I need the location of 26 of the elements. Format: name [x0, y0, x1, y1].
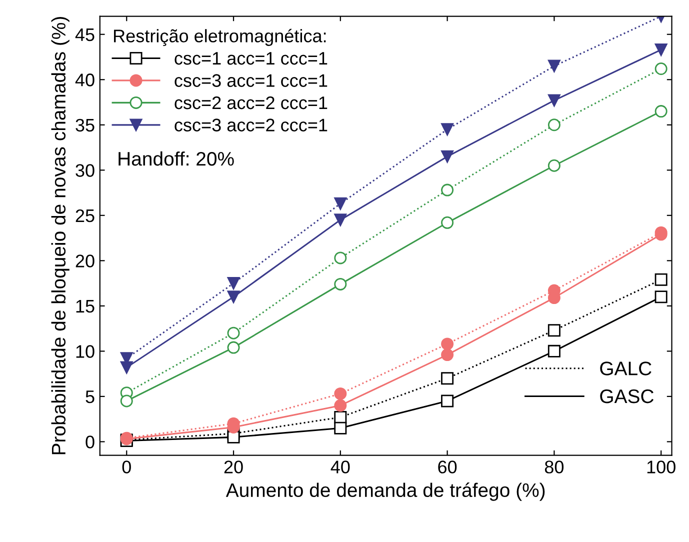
legend-label: csc=2 acc=2 ccc=1 [174, 96, 328, 110]
y-tick-label: 15 [76, 300, 94, 313]
annotation: GALC [600, 362, 652, 376]
y-tick-label: 45 [75, 28, 94, 42]
legend-label: csc=1 acc=1 ccc=1 [174, 52, 328, 65]
y-axis-title: Probabilidade de bloqueio de novas chamadas (%) [51, 16, 70, 454]
y-tick-label: 20 [76, 254, 94, 268]
y-tick-label: 0 [86, 436, 94, 448]
y-tick-label: 5 [86, 390, 94, 404]
x-tick-label: 0 [122, 460, 131, 474]
x-axis-title: Aumento de demanda de tráfego (%) [226, 482, 545, 501]
legend-label: csc=3 acc=2 ccc=1 [174, 118, 328, 132]
x-tick-label: 80 [544, 460, 564, 474]
y-tick-label: 35 [76, 118, 94, 132]
y-tick-label: 30 [76, 164, 94, 177]
annotation: GASC [600, 389, 654, 404]
legend-title: Restrição eletromagnética: [114, 28, 326, 46]
y-tick-label: 40 [75, 74, 94, 86]
y-tick-label: 10 [76, 345, 94, 358]
x-tick-label: 20 [224, 460, 243, 474]
y-tick-label: 25 [76, 209, 94, 222]
annotation: Handoff: 20% [118, 151, 234, 166]
x-tick-label: 100 [647, 460, 676, 474]
x-tick-label: 60 [438, 460, 457, 474]
x-tick-label: 40 [330, 460, 350, 474]
legend-label: csc=3 acc=1 ccc=1 [174, 74, 328, 87]
